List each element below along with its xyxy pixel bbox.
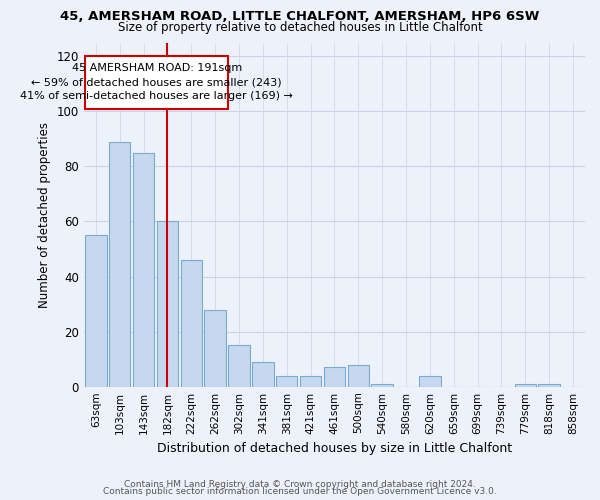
Text: Size of property relative to detached houses in Little Chalfont: Size of property relative to detached ho… — [118, 22, 482, 35]
Bar — [85, 235, 107, 386]
Bar — [300, 376, 322, 386]
Text: Contains HM Land Registry data © Crown copyright and database right 2024.: Contains HM Land Registry data © Crown c… — [124, 480, 476, 489]
Bar — [515, 384, 536, 386]
Bar — [276, 376, 298, 386]
Bar — [419, 376, 440, 386]
Bar — [109, 142, 130, 386]
X-axis label: Distribution of detached houses by size in Little Chalfont: Distribution of detached houses by size … — [157, 442, 512, 455]
Bar — [252, 362, 274, 386]
Y-axis label: Number of detached properties: Number of detached properties — [38, 122, 51, 308]
Bar — [324, 368, 345, 386]
Bar — [157, 222, 178, 386]
Bar — [205, 310, 226, 386]
Bar — [133, 152, 154, 386]
Bar — [228, 346, 250, 387]
Bar — [371, 384, 393, 386]
Text: 45, AMERSHAM ROAD, LITTLE CHALFONT, AMERSHAM, HP6 6SW: 45, AMERSHAM ROAD, LITTLE CHALFONT, AMER… — [61, 10, 539, 23]
Text: 45 AMERSHAM ROAD: 191sqm
← 59% of detached houses are smaller (243)
41% of semi-: 45 AMERSHAM ROAD: 191sqm ← 59% of detach… — [20, 64, 293, 102]
Text: Contains public sector information licensed under the Open Government Licence v3: Contains public sector information licen… — [103, 488, 497, 496]
Bar — [538, 384, 560, 386]
Bar — [347, 364, 369, 386]
Bar — [181, 260, 202, 386]
FancyBboxPatch shape — [85, 56, 228, 108]
